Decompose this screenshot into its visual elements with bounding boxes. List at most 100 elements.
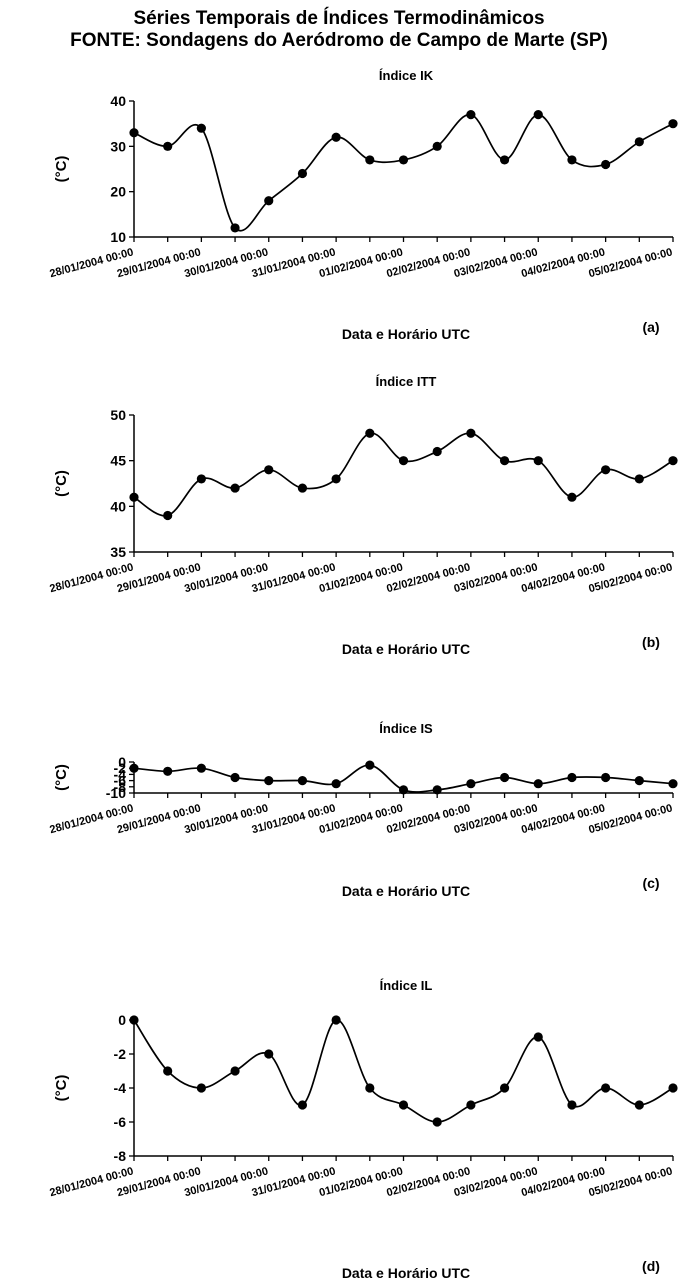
- data-point: [466, 428, 476, 438]
- data-point: [297, 1100, 308, 1110]
- data-point: [533, 110, 543, 120]
- y-tick-label: 20: [110, 184, 126, 200]
- y-tick-label: -4: [114, 1080, 127, 1096]
- y-tick-label: 50: [110, 407, 126, 423]
- data-point: [398, 785, 409, 795]
- data-point: [432, 446, 442, 457]
- data-point: [297, 168, 308, 179]
- y-tick-label: -2: [114, 1046, 127, 1062]
- chart-title: Índice IK: [379, 68, 434, 83]
- data-point: [499, 456, 510, 466]
- data-point: [668, 119, 678, 129]
- y-tick-label: 0: [118, 1012, 126, 1028]
- data-point: [365, 1083, 375, 1093]
- panel-label: (a): [642, 319, 659, 335]
- data-point: [163, 766, 173, 776]
- data-point: [398, 456, 409, 466]
- data-point: [264, 196, 274, 206]
- panel-label: (d): [642, 1258, 660, 1274]
- panel-label: (b): [642, 634, 660, 650]
- y-axis-label: (°C): [53, 470, 70, 497]
- y-tick-label: -10: [106, 785, 126, 801]
- data-point: [365, 760, 375, 770]
- figure-title-line-2: FONTE: Sondagens do Aeródromo de Campo d…: [70, 30, 608, 51]
- y-tick-label: 0: [118, 754, 126, 770]
- data-point: [432, 1117, 442, 1127]
- data-point: [163, 510, 173, 521]
- x-axis-label: Data e Horário UTC: [342, 641, 470, 657]
- data-point: [567, 155, 577, 165]
- data-point: [567, 492, 577, 502]
- chart-title: Índice IS: [379, 721, 433, 736]
- data-point: [601, 1083, 611, 1093]
- data-point: [365, 428, 375, 438]
- data-point: [331, 779, 341, 789]
- panel-label: (c): [642, 875, 659, 891]
- data-point: [129, 1015, 139, 1025]
- data-point: [634, 474, 644, 484]
- y-tick-label: 30: [110, 138, 126, 154]
- data-point: [331, 132, 341, 142]
- y-tick-label: -8: [114, 1148, 127, 1164]
- data-point: [668, 779, 678, 789]
- y-tick-label: -6: [114, 1114, 127, 1130]
- x-axis-label: Data e Horário UTC: [342, 326, 470, 342]
- data-point: [499, 772, 510, 783]
- series-line: [133, 113, 674, 232]
- data-point: [398, 1100, 409, 1110]
- data-point: [264, 1049, 274, 1059]
- y-tick-label: -8: [114, 779, 127, 795]
- data-point: [567, 1100, 577, 1110]
- y-tick-label: 35: [110, 544, 126, 560]
- data-point: [398, 155, 409, 165]
- data-point: [163, 1066, 173, 1076]
- data-point: [264, 465, 274, 475]
- data-point: [601, 159, 611, 170]
- data-point: [567, 772, 577, 783]
- data-point: [264, 776, 274, 786]
- x-axis-label: Data e Horário UTC: [342, 883, 470, 899]
- data-point: [196, 123, 206, 133]
- x-axis-label: Data e Horário UTC: [342, 1265, 470, 1281]
- data-point: [499, 1083, 510, 1093]
- data-point: [129, 128, 139, 138]
- data-point: [533, 1032, 543, 1042]
- data-point: [129, 492, 139, 502]
- data-point: [129, 763, 139, 773]
- data-point: [163, 141, 173, 151]
- data-point: [466, 779, 476, 789]
- data-point: [196, 763, 206, 773]
- data-point: [297, 776, 308, 786]
- data-point: [634, 1100, 644, 1110]
- y-axis-label: (°C): [53, 1075, 70, 1102]
- data-point: [499, 155, 510, 165]
- data-point: [432, 141, 442, 151]
- data-point: [466, 1100, 476, 1110]
- data-point: [196, 474, 206, 484]
- data-point: [196, 1083, 206, 1093]
- chart-title: Índice IL: [380, 978, 433, 993]
- data-point: [668, 456, 678, 466]
- chart-title: Índice ITT: [376, 374, 437, 389]
- data-point: [230, 772, 240, 783]
- y-axis-label: (°C): [53, 156, 70, 183]
- data-point: [230, 1066, 240, 1076]
- data-point: [533, 779, 543, 789]
- y-tick-label: -4: [114, 766, 127, 782]
- data-point: [230, 483, 240, 493]
- figure-title-line-1: Séries Temporais de Índices Termodinâmic…: [133, 8, 545, 29]
- y-tick-label: 10: [110, 229, 126, 245]
- data-point: [331, 474, 341, 484]
- y-tick-label: 40: [110, 93, 126, 109]
- data-point: [432, 785, 442, 795]
- data-point: [365, 155, 375, 165]
- data-point: [668, 1083, 678, 1093]
- data-point: [533, 456, 543, 466]
- data-point: [601, 772, 611, 783]
- y-axis-label: (°C): [53, 764, 70, 791]
- y-tick-label: 40: [110, 498, 126, 514]
